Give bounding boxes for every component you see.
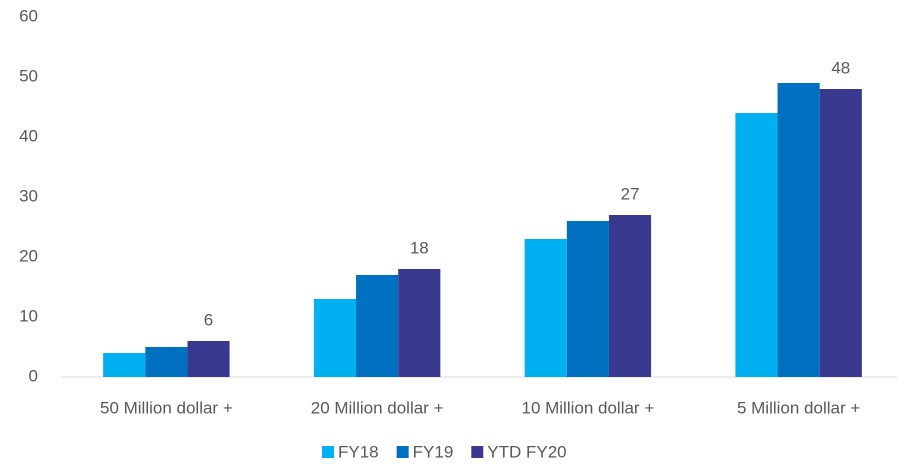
bar [313, 299, 357, 377]
legend-label: FY18 [338, 442, 379, 461]
data-label: 48 [831, 58, 850, 77]
data-label: 18 [410, 238, 429, 257]
y-tick-label: 30 [19, 186, 38, 205]
bar [566, 221, 609, 377]
bar [819, 89, 862, 377]
bar [608, 215, 652, 377]
bar [524, 239, 567, 377]
legend-label: FY19 [413, 442, 454, 461]
legend-swatch [396, 446, 409, 458]
bar [398, 269, 441, 377]
bar [777, 83, 820, 377]
legend-label: YTD FY20 [487, 442, 566, 461]
y-tick-label: 10 [19, 306, 38, 325]
x-tick-label: 5 Million dollar + [737, 398, 860, 417]
data-label: 6 [204, 310, 213, 329]
y-tick-label: 20 [19, 246, 38, 265]
y-tick-label: 0 [29, 366, 38, 385]
bar [356, 275, 399, 377]
bar [103, 353, 146, 377]
bar [145, 347, 188, 377]
bar [187, 341, 230, 377]
y-tick-label: 50 [19, 66, 38, 85]
x-tick-label: 10 Million dollar + [521, 398, 654, 417]
x-tick-label: 20 Million dollar + [311, 398, 444, 417]
y-tick-label: 60 [19, 6, 38, 25]
bar [735, 113, 778, 377]
legend-swatch [322, 446, 334, 458]
legend-swatch [471, 446, 484, 458]
y-tick-label: 40 [19, 126, 38, 145]
x-tick-label: 50 Million dollar + [100, 398, 233, 417]
data-label: 27 [621, 184, 640, 203]
